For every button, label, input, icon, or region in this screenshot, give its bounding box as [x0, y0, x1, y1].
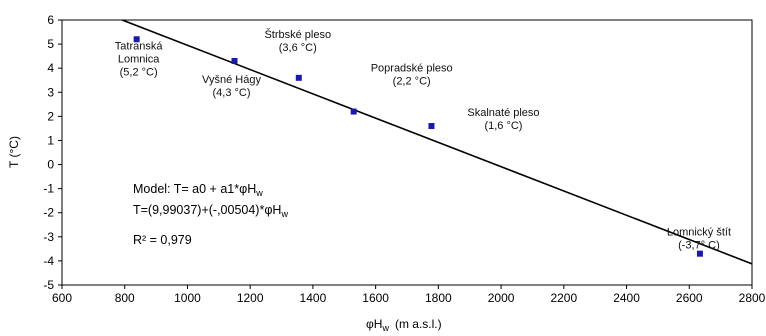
x-tick-label: 2200: [550, 291, 577, 305]
x-tick-label: 1000: [174, 291, 201, 305]
data-point: [133, 36, 140, 43]
x-tick-label: 1200: [237, 291, 264, 305]
data-point: [428, 123, 435, 129]
data-point: [231, 57, 238, 64]
y-tick-label: 5: [47, 37, 54, 51]
model-equation-line-1: Model: T= a0 + a1*φHw: [133, 182, 263, 198]
y-tick-label: 0: [47, 158, 54, 172]
y-tick-label: 2: [47, 109, 54, 123]
data-point-label: Lomnický štít (-3,7° C): [667, 227, 731, 252]
plot-area: [61, 19, 753, 286]
y-tick-label: 4: [47, 61, 54, 75]
x-tick-label: 600: [52, 291, 72, 305]
data-points: Tatranská Lomnica (5,2 °C) Vyšné Hágy (4,3 °…: [115, 28, 731, 257]
y-tick-label: 1: [47, 133, 54, 147]
y-tick-label: 6: [47, 13, 54, 27]
x-tick-label: 2000: [488, 291, 515, 305]
data-point-label: Skalnaté pleso (1,6 °C): [467, 107, 539, 132]
y-tick-label: -3: [43, 230, 54, 244]
x-tick-label: 1400: [300, 291, 327, 305]
y-tick-label: -2: [43, 206, 54, 220]
regression-line: [121, 19, 753, 265]
x-tick-label: 2400: [613, 291, 640, 305]
data-point-label: Štrbské pleso (3,6 °C): [264, 28, 331, 54]
x-tick-label: 2800: [739, 291, 766, 305]
y-tick-label: -1: [43, 182, 54, 196]
data-point-label: Popradské pleso (2,2 °C): [371, 63, 453, 88]
y-tick-label: 3: [47, 85, 54, 99]
y-axis-ticks: -5 -4 -3 -2 -1 0 1 2 3 4 5 6: [43, 13, 62, 292]
y-tick-label: -5: [43, 278, 54, 292]
x-axis-title: φHw (m a.s.l.): [366, 317, 442, 333]
model-equation-line-2: T=(9,99037)+(-,00504)*φHw: [133, 203, 288, 219]
data-point: [295, 74, 302, 81]
data-point-label: Vyšné Hágy (4,3 °C): [202, 74, 261, 99]
y-tick-label: -4: [43, 254, 54, 268]
x-axis-ticks: 600 800 1000 1200 1400 1600 1800 2000 2200 2400 26…: [52, 285, 766, 305]
data-point: [350, 108, 357, 115]
y-axis-title: T (°C): [7, 136, 21, 168]
x-tick-label: 1800: [425, 291, 452, 305]
x-tick-label: 2600: [676, 291, 703, 305]
data-point: [696, 250, 703, 257]
x-tick-label: 1600: [362, 291, 389, 305]
x-tick-label: 800: [115, 291, 135, 305]
r-squared: R² = 0,979: [133, 233, 192, 247]
data-point-label: Tatranská Lomnica (5,2 °C): [115, 40, 164, 78]
